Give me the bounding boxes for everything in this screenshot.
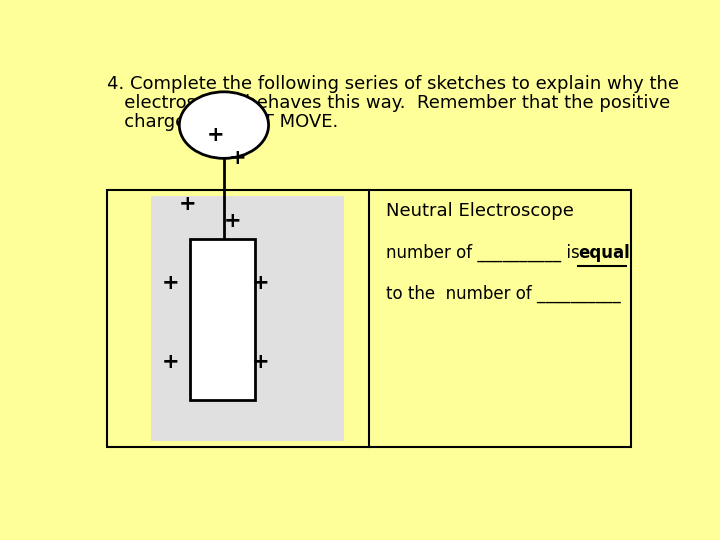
- Text: +: +: [251, 273, 269, 293]
- Text: number of __________ is: number of __________ is: [386, 244, 585, 262]
- Text: electroscope behaves this way.  Remember that the positive: electroscope behaves this way. Remember …: [107, 94, 670, 112]
- Text: Neutral Electroscope: Neutral Electroscope: [386, 202, 574, 220]
- Text: +: +: [207, 125, 225, 145]
- Bar: [190, 239, 255, 400]
- Text: +: +: [251, 352, 269, 372]
- Text: charges DO NOT MOVE.: charges DO NOT MOVE.: [107, 113, 338, 131]
- Text: +: +: [179, 194, 197, 214]
- Text: to the  number of __________: to the number of __________: [386, 285, 621, 303]
- Bar: [151, 196, 344, 441]
- Text: +: +: [162, 352, 180, 372]
- Text: +: +: [162, 273, 180, 293]
- Bar: [107, 190, 631, 447]
- Text: +: +: [229, 148, 247, 168]
- Text: 4. Complete the following series of sketches to explain why the: 4. Complete the following series of sket…: [107, 75, 679, 93]
- Text: equal: equal: [578, 244, 630, 261]
- Circle shape: [179, 92, 269, 158]
- Text: +: +: [223, 211, 241, 231]
